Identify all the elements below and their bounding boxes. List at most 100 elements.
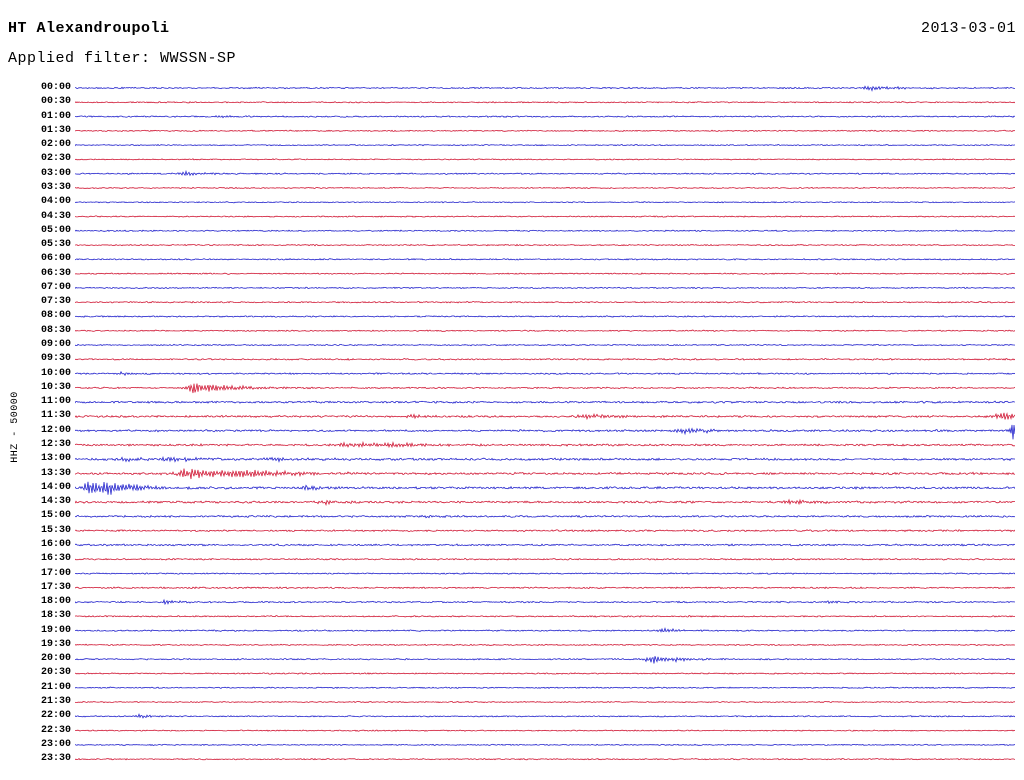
trace-row-12:30 (75, 440, 1015, 449)
time-label: 03:30 (40, 181, 71, 193)
time-label: 15:30 (40, 524, 71, 536)
time-label: 03:00 (40, 167, 71, 179)
trace-row-21:30 (75, 700, 1015, 704)
trace-row-13:00 (75, 455, 1015, 463)
trace-row-21:00 (75, 686, 1015, 689)
time-label: 04:00 (40, 196, 71, 208)
time-label: 09:30 (40, 353, 71, 365)
trace-row-03:00 (75, 169, 1015, 177)
trace-row-09:30 (75, 357, 1015, 361)
time-label: 12:00 (40, 424, 71, 436)
trace-row-11:30 (75, 412, 1015, 421)
trace-row-00:00 (75, 85, 1015, 92)
filter-label: Applied filter: WWSSN-SP (8, 50, 237, 67)
time-label: 19:00 (40, 624, 71, 636)
trace-row-20:30 (75, 672, 1015, 675)
trace-row-13:30 (75, 468, 1015, 480)
trace-row-10:00 (75, 370, 1015, 377)
trace-row-18:30 (75, 615, 1015, 618)
time-label: 11:00 (40, 396, 71, 408)
time-label: 00:00 (40, 82, 71, 93)
trace-row-16:30 (75, 557, 1015, 561)
time-label: 17:00 (40, 567, 71, 579)
time-label: 21:00 (40, 681, 71, 693)
time-label: 20:30 (40, 667, 71, 679)
trace-row-02:30 (75, 158, 1015, 161)
time-label: 10:00 (40, 367, 71, 379)
time-label: 22:30 (40, 724, 71, 736)
trace-row-04:00 (75, 201, 1015, 204)
time-label: 20:00 (40, 653, 71, 665)
time-label: 13:30 (40, 467, 71, 479)
time-label: 21:30 (40, 696, 71, 708)
time-label: 18:00 (40, 596, 71, 608)
time-label: 18:30 (40, 610, 71, 622)
trace-row-11:00 (75, 400, 1015, 404)
trace-row-22:00 (75, 713, 1015, 719)
time-label: 10:30 (40, 381, 71, 393)
trace-row-20:00 (75, 656, 1015, 664)
time-label: 14:30 (40, 496, 71, 508)
time-label: 07:30 (40, 296, 71, 308)
time-label: 01:00 (40, 110, 71, 122)
time-label: 02:30 (40, 153, 71, 165)
time-label: 19:30 (40, 638, 71, 650)
helicorder-plot: 00:00 00:30 01:00 01:30 02:00 02:30 03:00 03:30… (28, 82, 1018, 774)
time-label: 12:30 (40, 439, 71, 450)
time-label: 05:30 (40, 239, 71, 251)
trace-row-15:30 (75, 529, 1015, 533)
time-label: 23:00 (40, 738, 71, 750)
trace-row-08:00 (75, 315, 1015, 318)
trace-row-22:30 (75, 729, 1015, 732)
trace-row-19:00 (75, 627, 1015, 633)
trace-row-09:00 (75, 343, 1015, 347)
channel-axis-label: HHZ - 50000 (10, 391, 21, 463)
trace-row-01:00 (75, 114, 1015, 119)
time-label: 04:30 (40, 210, 71, 222)
station-title: HT Alexandroupoli (8, 20, 170, 37)
trace-row-17:00 (75, 572, 1015, 575)
time-label: 08:30 (40, 324, 71, 336)
time-label: 13:00 (40, 453, 71, 465)
time-label: 02:00 (40, 139, 71, 151)
trace-row-19:30 (75, 643, 1015, 647)
trace-row-15:00 (75, 514, 1015, 519)
date-label: 2013-03-01 (920, 20, 1016, 37)
trace-row-04:30 (75, 215, 1015, 218)
trace-row-03:30 (75, 186, 1015, 190)
time-label: 06:30 (40, 267, 71, 279)
trace-row-06:30 (75, 272, 1015, 275)
time-label: 07:00 (40, 281, 71, 293)
trace-row-05:00 (75, 229, 1015, 232)
time-label: 15:00 (40, 510, 71, 522)
trace-row-07:30 (75, 300, 1015, 304)
time-label: 01:30 (40, 124, 71, 136)
trace-row-16:00 (75, 543, 1015, 547)
trace-row-05:30 (75, 243, 1015, 247)
trace-row-18:00 (75, 598, 1015, 606)
time-label: 06:00 (40, 253, 71, 265)
time-label: 09:00 (40, 339, 71, 351)
time-label: 16:00 (40, 538, 71, 550)
time-label: 05:00 (40, 224, 71, 236)
time-label: 11:30 (40, 410, 71, 422)
trace-canvas (75, 85, 1015, 761)
time-label: 14:00 (40, 481, 71, 493)
trace-row-01:30 (75, 129, 1015, 133)
time-label: 08:00 (40, 310, 71, 322)
trace-row-06:00 (75, 258, 1015, 261)
trace-row-23:00 (75, 743, 1015, 747)
time-label: 22:00 (40, 710, 71, 722)
trace-row-17:30 (75, 586, 1015, 590)
time-label: 00:30 (40, 96, 71, 108)
trace-row-10:30 (75, 383, 1015, 394)
trace-row-14:30 (75, 498, 1015, 506)
time-label: 16:30 (40, 553, 71, 565)
trace-row-00:30 (75, 101, 1015, 104)
trace-row-23:30 (75, 758, 1015, 761)
time-label: 23:30 (40, 753, 71, 765)
trace-row-14:00 (75, 481, 1015, 495)
trace-row-08:30 (75, 329, 1015, 332)
trace-row-12:00 (75, 424, 1015, 440)
